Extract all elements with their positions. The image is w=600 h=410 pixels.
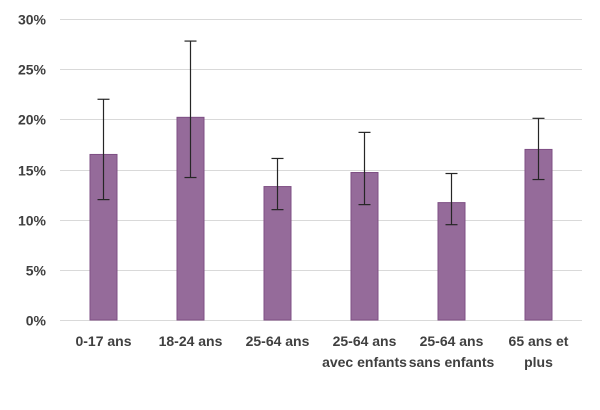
x-category-label: 25-64 ans — [333, 333, 397, 349]
error-bar — [445, 172, 458, 226]
x-category-label: 18-24 ans — [159, 333, 223, 349]
y-tick-label: 20% — [18, 112, 47, 128]
grid-lines — [60, 19, 582, 321]
error-bar — [532, 117, 545, 181]
error-bar — [184, 40, 197, 179]
error-bar — [358, 131, 371, 206]
x-category-label: sans enfants — [409, 354, 495, 370]
x-category-label: 65 ans et — [509, 333, 569, 349]
y-tick-label: 30% — [18, 12, 47, 28]
x-category-label: 25-64 ans — [246, 333, 310, 349]
error-bars — [97, 40, 545, 226]
y-tick-label: 5% — [26, 263, 47, 279]
y-tick-label: 15% — [18, 163, 47, 179]
x-category-label: 25-64 ans — [420, 333, 484, 349]
x-category-label: avec enfants — [322, 354, 407, 370]
error-bar — [97, 98, 110, 201]
y-tick-label: 10% — [18, 213, 47, 229]
error-bar — [271, 157, 284, 211]
x-category-label: 0-17 ans — [75, 333, 131, 349]
y-axis-tick-labels: 0% 5% 10% 15% 20% 25% 30% — [18, 12, 47, 329]
y-tick-label: 0% — [26, 313, 47, 329]
bars — [89, 116, 553, 321]
y-tick-label: 25% — [18, 62, 47, 78]
x-axis-category-labels: 0-17 ans 18-24 ans 25-64 ans 25-64 ans avec … — [75, 333, 568, 370]
x-category-label: plus — [524, 354, 553, 370]
